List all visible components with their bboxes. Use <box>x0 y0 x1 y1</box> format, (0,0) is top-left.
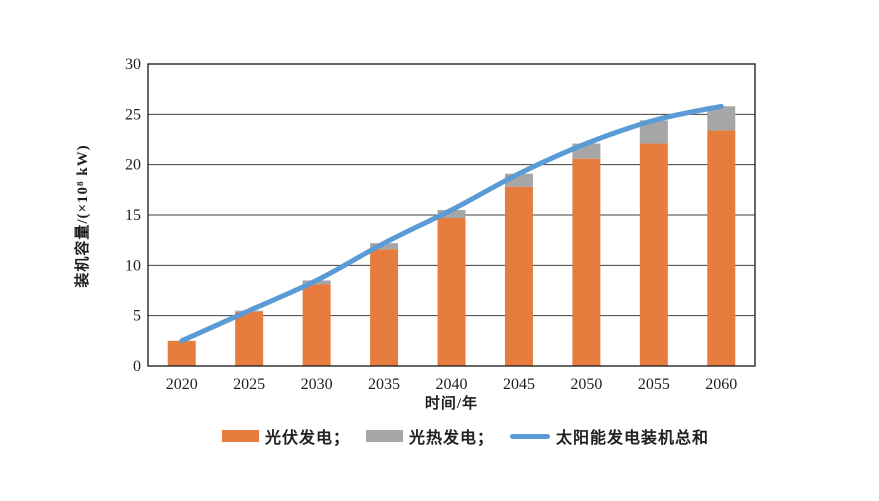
x-tick-label: 2055 <box>638 376 670 393</box>
legend-label-csp: 光热发电； <box>409 430 495 447</box>
y-tick-label: 25 <box>125 106 141 123</box>
stacked-bar-segment <box>370 243 399 250</box>
plot-border <box>147 63 756 367</box>
x-tick-label: 2050 <box>570 376 602 393</box>
pv-legend-swatch-icon <box>222 430 259 442</box>
y-tick-label: 20 <box>125 157 141 174</box>
x-tick-label: 2040 <box>436 376 468 393</box>
x-tick-label: 2020 <box>166 376 198 393</box>
x-tick-label: 2035 <box>368 376 400 393</box>
x-tick-label: 2025 <box>233 376 265 393</box>
total-line <box>179 103 724 344</box>
y-tick-label: 10 <box>125 257 141 274</box>
y-axis-title: 装机容量/(×10⁸ kW) <box>75 144 91 288</box>
stacked-bar-segment <box>302 284 331 366</box>
csp-legend-swatch-icon <box>366 430 404 442</box>
legend-label-total: 太阳能发电装机总和 <box>556 430 710 447</box>
total-line-legend-swatch-icon <box>510 433 551 439</box>
stacked-bar-segment <box>707 130 736 366</box>
stacked-bar-segment <box>167 340 196 366</box>
stacked-bar-segment <box>639 143 668 366</box>
legend-item-pv: 光伏发电； <box>222 424 350 448</box>
legend-item-total: 太阳能发电装机总和 <box>510 424 709 448</box>
y-tick-label: 0 <box>133 358 141 375</box>
stacked-bar-segment <box>235 311 264 366</box>
legend-item-csp: 光热发电； <box>366 424 494 448</box>
stacked-bar-segment <box>437 218 466 366</box>
legend-label-pv: 光伏发电； <box>265 430 351 447</box>
stacked-bar-segment <box>572 158 601 366</box>
x-tick-label: 2030 <box>301 376 333 393</box>
x-tick-label: 2060 <box>705 376 737 393</box>
y-tick-label: 5 <box>133 308 141 325</box>
y-tick-label: 15 <box>125 207 141 224</box>
stacked-bar-segment <box>370 249 399 366</box>
y-tick-label: 30 <box>125 56 141 73</box>
x-tick-label: 2045 <box>503 376 535 393</box>
stacked-bar-segment <box>639 120 668 144</box>
stacked-bar-segment <box>437 209 466 219</box>
chart-legend: 光伏发电； 光热发电； 太阳能发电装机总和 <box>222 424 742 448</box>
x-axis-title: 时间/年 <box>424 396 479 412</box>
stacked-bar-segment <box>504 186 533 366</box>
